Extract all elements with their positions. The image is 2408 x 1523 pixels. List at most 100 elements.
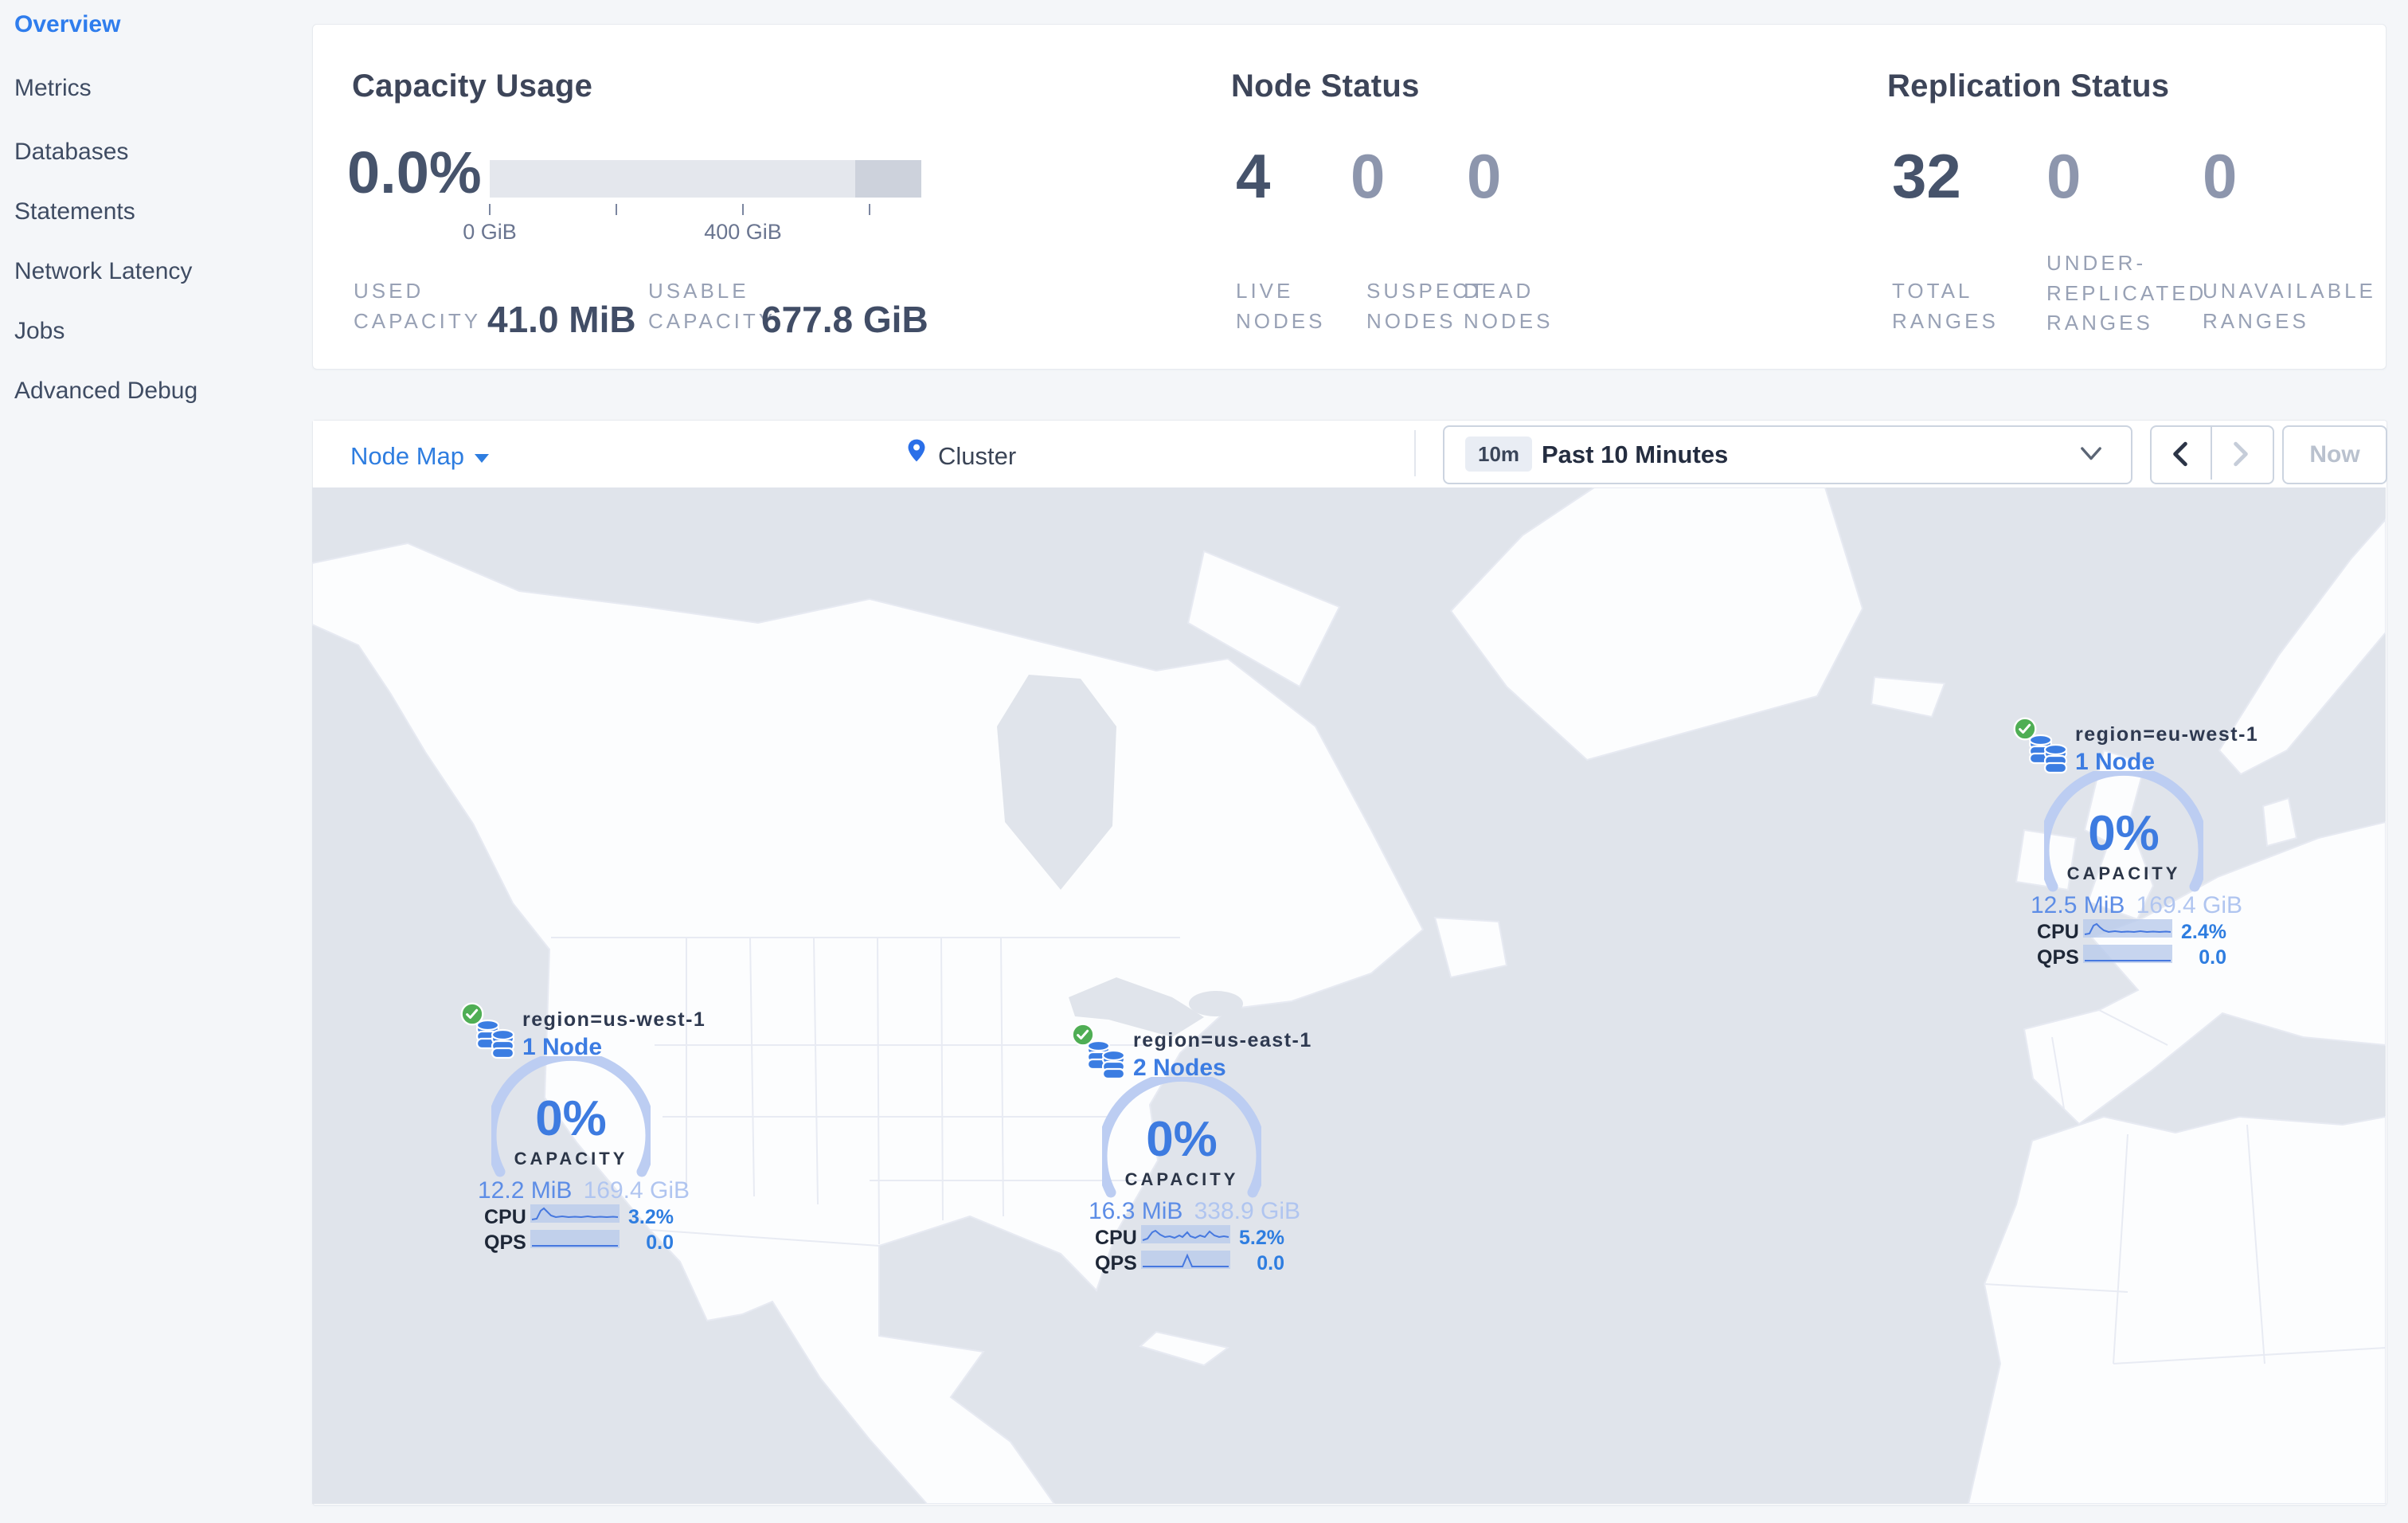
under-replicated-count: 0	[2046, 141, 2082, 211]
chevron-right-icon	[2234, 441, 2248, 467]
region-capacity-label: CAPACITY	[2066, 863, 2181, 883]
cpu-value: 2.4%	[2181, 921, 2226, 943]
now-button[interactable]: Now	[2282, 425, 2387, 484]
under-replicated-label-line1: UNDER-	[2046, 251, 2147, 275]
qps-label: QPS	[2037, 946, 2079, 969]
database-stack-icon	[1087, 1039, 1126, 1080]
state-borders	[551, 937, 2386, 1364]
sidebar-item-jobs[interactable]: Jobs	[14, 318, 65, 344]
cpu-label: CPU	[484, 1206, 526, 1228]
dead-nodes-label-line2: NODES	[1464, 309, 1554, 333]
total-ranges-count: 32	[1892, 141, 1961, 211]
under-replicated-label-line3: RANGES	[2046, 311, 2153, 335]
time-range-select[interactable]	[1443, 425, 2132, 484]
landmasses	[312, 487, 2386, 1504]
cpu-label: CPU	[1095, 1227, 1137, 1249]
chevron-left-icon	[2173, 441, 2187, 467]
cpu-value: 5.2%	[1239, 1227, 1284, 1249]
qps-sparkline	[2083, 945, 2172, 963]
cpu-sparkline	[2083, 919, 2172, 938]
database-stack-icon	[476, 1019, 515, 1059]
capacity-tick-0: 0 GiB	[463, 220, 517, 244]
region-name: region=eu-west-1	[2075, 723, 2259, 746]
cpu-sparkline	[530, 1204, 620, 1223]
used-capacity-label-line2: CAPACITY	[354, 309, 482, 333]
sidebar-item-advanced-debug[interactable]: Advanced Debug	[14, 378, 198, 404]
sidebar-item-overview[interactable]: Overview	[14, 11, 121, 37]
region-used-capacity: 12.5 MiB	[2031, 892, 2125, 918]
region-capacity-percent: 0%	[1146, 1112, 1218, 1167]
breadcrumb-cluster[interactable]: Cluster	[938, 442, 1017, 470]
sidebar: Overview Metrics Databases Statements Ne…	[0, 0, 312, 1523]
sidebar-item-network-latency[interactable]: Network Latency	[14, 258, 193, 284]
time-back-button[interactable]	[2150, 425, 2211, 481]
usable-capacity-value: 677.8 GiB	[761, 299, 928, 340]
capacity-tick-400: 400 GiB	[704, 220, 782, 244]
qps-value: 0.0	[646, 1231, 674, 1254]
qps-label: QPS	[484, 1231, 526, 1254]
total-ranges-label-line1: TOTAL	[1892, 279, 1973, 303]
cpu-sparkline	[1141, 1225, 1230, 1243]
database-stack-icon	[2029, 734, 2068, 774]
capacity-reserved-segment	[855, 160, 921, 198]
suspect-nodes-label-line2: NODES	[1366, 309, 1456, 333]
capacity-usage-bar	[490, 160, 921, 198]
capacity-usage-percent: 0.0%	[347, 139, 482, 206]
live-nodes-label-line1: LIVE	[1236, 279, 1294, 303]
pager-divider	[2211, 427, 2212, 480]
qps-label: QPS	[1095, 1252, 1137, 1274]
map-pin-icon	[908, 439, 925, 462]
time-range-label: Past 10 Minutes	[1542, 440, 1729, 468]
time-forward-button[interactable]	[2211, 425, 2271, 481]
qps-value: 0.0	[2199, 946, 2226, 969]
usable-capacity-label-line2: CAPACITY	[648, 309, 776, 333]
under-replicated-label-line2: REPLICATED	[2046, 281, 2207, 305]
suspect-nodes-count: 0	[1351, 141, 1386, 211]
check-circle-icon	[2013, 717, 2037, 741]
region-marker-eu-west-1[interactable]: region=eu-west-1 1 Node 0% CAPACITY 12.5…	[2013, 715, 2258, 978]
dead-nodes-label-line1: DEAD	[1464, 279, 1534, 303]
time-range-badge: 10m	[1465, 437, 1533, 472]
node-status-title: Node Status	[1231, 69, 1420, 104]
sidebar-item-databases[interactable]: Databases	[14, 139, 129, 165]
unavailable-ranges-label-line2: RANGES	[2203, 309, 2309, 333]
axis-tick	[616, 204, 617, 215]
region-capacity-percent: 0%	[2088, 806, 2160, 861]
unavailable-ranges-label-line1: UNAVAILABLE	[2203, 279, 2376, 303]
cpu-label: CPU	[2037, 921, 2079, 943]
region-capacity-label: CAPACITY	[514, 1149, 628, 1169]
capacity-gauge-arc	[2044, 771, 2203, 892]
toolbar-divider	[1414, 430, 1416, 476]
region-total-capacity: 169.4 GiB	[583, 1177, 690, 1204]
caret-down-icon[interactable]	[475, 454, 489, 463]
view-selector-dropdown[interactable]: Node Map	[350, 442, 465, 470]
region-total-capacity: 169.4 GiB	[2136, 892, 2242, 918]
used-capacity-value: 41.0 MiB	[487, 299, 636, 340]
region-total-capacity: 338.9 GiB	[1194, 1198, 1300, 1224]
region-name: region=us-west-1	[522, 1008, 706, 1031]
usable-capacity-label-line1: USABLE	[648, 279, 749, 303]
capacity-gauge-arc	[1102, 1077, 1261, 1198]
unavailable-ranges-count: 0	[2203, 141, 2238, 211]
region-name: region=us-east-1	[1133, 1029, 1312, 1051]
suspect-nodes-label-line1: SUSPECT	[1366, 279, 1487, 303]
sidebar-item-statements[interactable]: Statements	[14, 198, 135, 225]
world-map[interactable]	[312, 487, 2386, 1504]
sidebar-item-metrics[interactable]: Metrics	[14, 75, 92, 101]
time-pager-group	[2150, 425, 2274, 484]
live-nodes-label-line2: NODES	[1236, 309, 1326, 333]
region-capacity-percent: 0%	[535, 1091, 607, 1146]
cpu-value: 3.2%	[628, 1206, 674, 1228]
live-nodes-count: 4	[1236, 141, 1271, 211]
region-used-capacity: 12.2 MiB	[478, 1177, 573, 1204]
replication-status-title: Replication Status	[1887, 69, 2170, 104]
check-circle-icon	[460, 1002, 484, 1026]
qps-sparkline	[530, 1230, 620, 1248]
region-used-capacity: 16.3 MiB	[1089, 1198, 1183, 1224]
chevron-down-icon	[2081, 447, 2101, 460]
region-marker-us-east-1[interactable]: region=us-east-1 2 Nodes 0% CAPACITY 16.…	[1071, 1021, 1312, 1284]
region-marker-us-west-1[interactable]: region=us-west-1 1 Node 0% CAPACITY 12.2…	[460, 1000, 705, 1263]
total-ranges-label-line2: RANGES	[1892, 309, 1999, 333]
axis-tick	[869, 204, 870, 215]
